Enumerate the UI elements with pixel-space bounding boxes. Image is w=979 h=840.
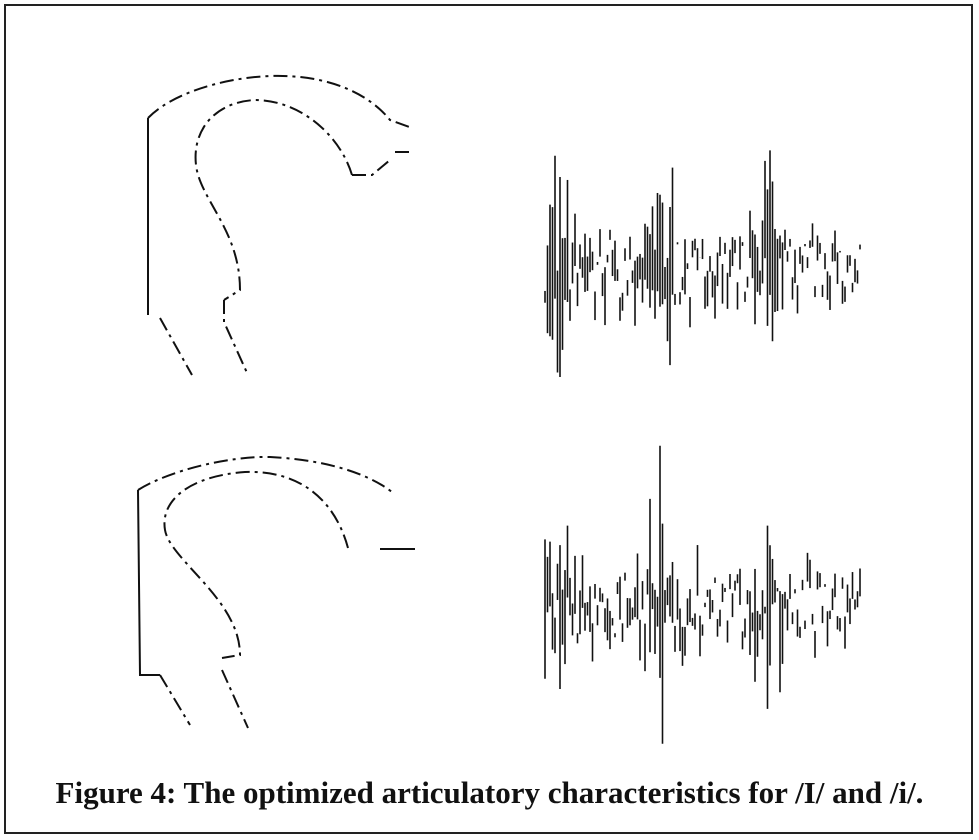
vocal-tract-bottom: [138, 457, 415, 728]
waveform-bottom: [545, 446, 860, 744]
pharynx-front: [224, 300, 248, 375]
pharynx-back: [160, 318, 192, 375]
tongue-outline: [196, 100, 390, 300]
page: Figure 4: The optimized articulatory cha…: [0, 0, 979, 840]
figure-caption: Figure 4: The optimized articulatory cha…: [0, 775, 979, 811]
pharynx-front: [222, 670, 248, 728]
figure: [0, 0, 979, 840]
tongue-outline: [164, 472, 348, 658]
back-wall: [138, 490, 160, 675]
vocal-tract-top: [148, 76, 412, 375]
palate-outline: [138, 457, 392, 492]
waveform-top: [545, 150, 860, 377]
pharynx-back: [160, 675, 190, 725]
palate-outline: [148, 76, 412, 128]
